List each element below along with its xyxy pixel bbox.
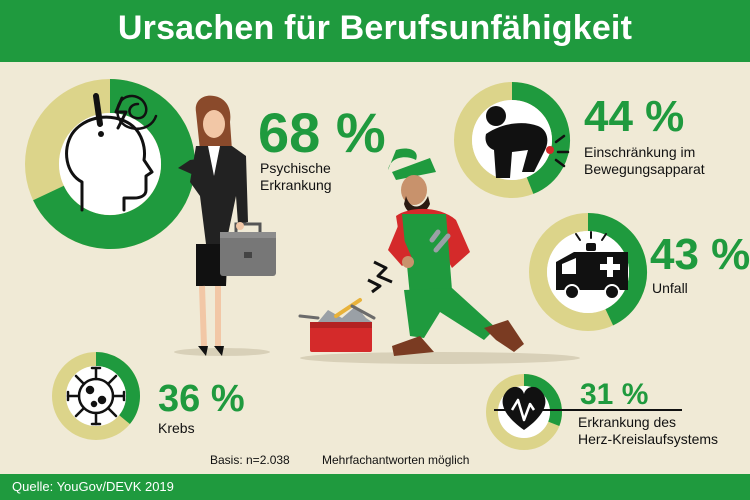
pct-psych: 68 %: [258, 101, 386, 164]
footer-bar: [0, 474, 750, 500]
pct-bewegung: 44 %: [584, 92, 685, 141]
label-bewegung-line-1: Einschränkung im: [584, 144, 696, 160]
donut-center-psych: [59, 113, 161, 215]
pct-herz: 31 %: [580, 378, 649, 411]
label-psych: Psychische Erkrankung: [260, 160, 410, 194]
donut-value-unfall: [587, 213, 647, 326]
source-text: Quelle: YouGov/DEVK 2019: [12, 479, 174, 494]
label-unfall: Unfall: [652, 280, 732, 297]
donut-value-herz: [523, 374, 562, 426]
businesswoman-illustration: [174, 95, 276, 356]
cancer-cell-icon: [66, 366, 126, 426]
label-unfall-line-1: Unfall: [652, 280, 688, 296]
label-herz-line-2: Herz-Kreislaufsystems: [578, 431, 719, 447]
label-psych-line-2: Erkrankung: [260, 177, 332, 193]
label-bewegung-line-2: Bewegungsapparat: [584, 161, 705, 177]
pct-krebs: 36 %: [158, 378, 245, 420]
label-herz-line-1: Erkrankung des: [578, 414, 677, 430]
title-bar: [0, 0, 750, 62]
basis-note: Basis: n=2.038: [210, 453, 290, 467]
worker-illustration: [298, 148, 580, 364]
label-krebs-line-1: Krebs: [158, 420, 195, 436]
multiple-answers-note: Mehrfachantworten möglich: [322, 453, 470, 467]
ambulance-icon: [556, 231, 628, 300]
label-bewegung: Einschränkung im Bewegungsapparat: [584, 144, 744, 178]
back-pain-icon: [485, 106, 570, 178]
head-stress-icon: [65, 93, 158, 212]
donut-value-psych: [33, 79, 195, 249]
label-herz: Erkrankung des Herz-Kreislaufsystems: [578, 414, 743, 448]
heartbeat-icon: [494, 386, 682, 430]
donut-value-krebs: [95, 352, 140, 425]
pct-unfall: 43 %: [650, 230, 750, 279]
page-title: Ursachen für Berufsunfähigkeit: [117, 9, 633, 47]
label-krebs: Krebs: [158, 420, 238, 437]
label-psych-line-1: Psychische: [260, 160, 331, 176]
donut-value-bewegung: [511, 82, 570, 194]
